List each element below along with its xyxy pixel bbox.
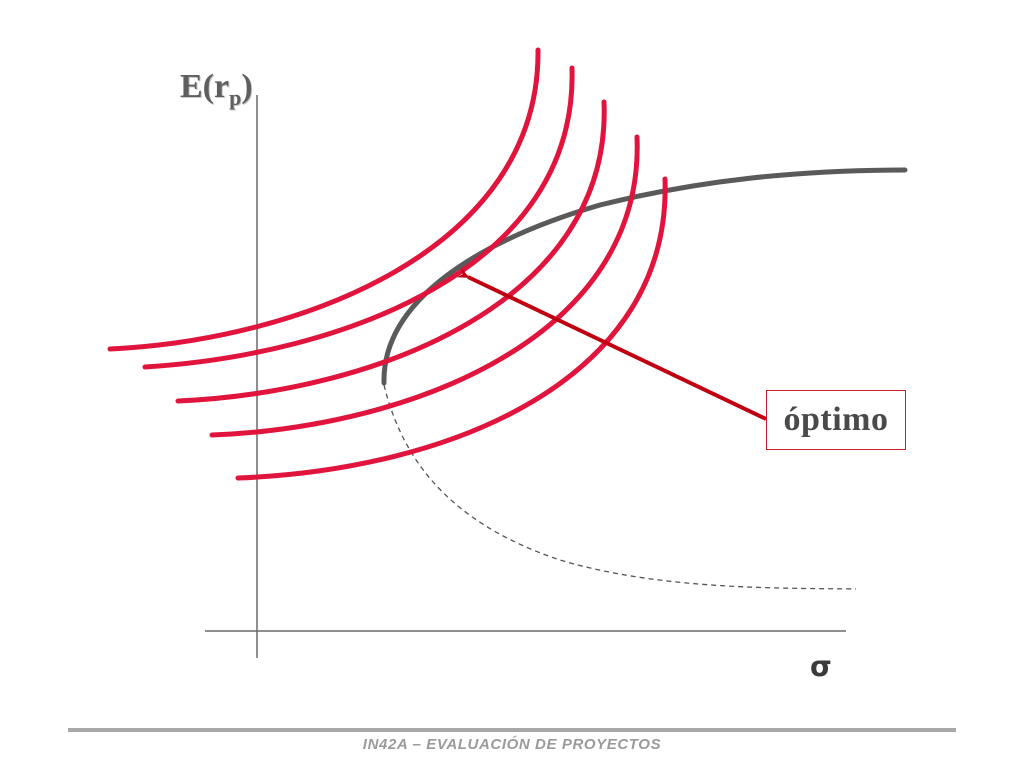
efficient-frontier-curve: [381, 167, 908, 386]
indifference-curve-1: [107, 47, 541, 352]
y-axis-label-subscript: p: [229, 85, 242, 110]
x-axis-label: σ: [810, 650, 832, 683]
footer-divider: [68, 728, 956, 732]
indifference-curve-5: [235, 176, 668, 481]
optimum-callout-label: óptimo: [783, 401, 889, 438]
indifference-curves: [107, 47, 668, 481]
y-axis-label: E(rp): [180, 68, 253, 110]
footer-course-title: IN42A – EVALUACIÓN DE PROYECTOS: [362, 736, 662, 753]
indifference-curve-4: [209, 134, 640, 438]
optimum-arrow: [456, 268, 767, 421]
optimum-callout-box: óptimo: [766, 390, 906, 450]
inefficient-frontier-dashed: [383, 384, 857, 590]
indifference-curve-3: [175, 99, 607, 404]
indifference-curve-2: [142, 65, 575, 370]
